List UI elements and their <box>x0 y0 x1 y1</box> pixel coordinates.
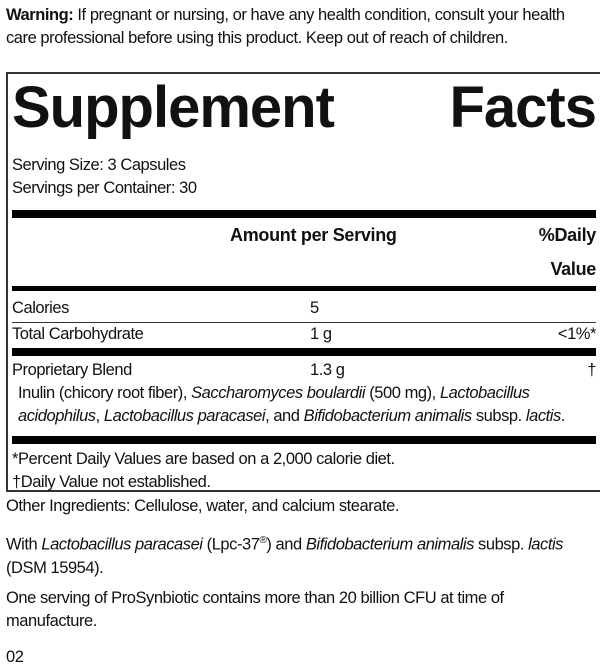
txt: (DSM 15954). <box>6 558 104 577</box>
divider-thick <box>12 210 596 218</box>
ing-text: subsp. <box>471 407 526 425</box>
servings-per-container: Servings per Container: 30 <box>12 179 197 197</box>
nutrient-row: Calories 5 <box>12 297 596 320</box>
ing-text: Inulin (chicory root fiber), <box>18 384 192 402</box>
divider-thick <box>12 436 596 444</box>
header-dv: %Daily Value <box>538 225 597 279</box>
nutrient-amount: 1.3 g <box>310 361 345 379</box>
column-header: Amount per Serving %Daily Value <box>12 218 596 286</box>
nutrient-name: Total Carbohydrate <box>12 325 144 343</box>
supplement-facts-panel: Supplement Facts Serving Size: 3 Capsules… <box>6 72 600 492</box>
strain-note: With Lactobacillus paracasei (Lpc-37®) a… <box>6 529 596 580</box>
txt: ) and <box>266 535 306 554</box>
blend-ingredients: Inulin (chicory root fiber), Saccharomyc… <box>12 382 596 428</box>
txt: (Lpc-37 <box>202 535 260 554</box>
nutrient-amount: 5 <box>310 299 319 317</box>
other-ingredients: Other Ingredients: Cellulose, water, and… <box>6 497 400 515</box>
species: Bifidobacterium animalis <box>305 535 474 554</box>
species: Lactobacillus paracasei <box>41 535 203 554</box>
warning-body: If pregnant or nursing, or have any heal… <box>6 6 565 47</box>
ing-species: Saccharomyces boulardii <box>191 384 366 402</box>
nutrient-name: Proprietary Blend <box>12 361 132 379</box>
ing-species: Lactobacillus paracasei <box>103 407 266 425</box>
nutrient-name: Calories <box>12 299 69 317</box>
species: lactis <box>528 535 563 554</box>
nutrient-dv: <1%* <box>557 325 597 343</box>
panel-title: Supplement Facts <box>12 75 597 142</box>
ing-species: Bifidobacterium animalis <box>303 407 472 425</box>
ing-species: lactis <box>525 407 561 425</box>
title-right: Facts <box>449 75 597 140</box>
footnote-dv: *Percent Daily Values are based on a 2,0… <box>12 450 395 468</box>
nutrient-dv: † <box>587 361 596 379</box>
footnote-dagger: †Daily Value not established. <box>12 473 211 491</box>
ing-text: . <box>560 407 566 425</box>
nutrient-amount: 1 g <box>310 325 332 343</box>
txt: subsp. <box>473 535 529 554</box>
cfu-note: One serving of ProSynbiotic contains mor… <box>6 589 504 630</box>
txt: With <box>6 535 42 554</box>
ing-text: (500 mg), <box>365 384 440 402</box>
divider-thin <box>12 322 596 323</box>
header-amount: Amount per Serving <box>230 225 397 245</box>
nutrient-row: Proprietary Blend 1.3 g † <box>12 359 596 382</box>
title-left: Supplement <box>12 75 335 140</box>
ing-species: Lactobacillus acidophilus <box>18 384 530 425</box>
serving-size: Serving Size: 3 Capsules <box>12 156 186 174</box>
registered-mark: ® <box>259 535 267 546</box>
nutrient-row: Total Carbohydrate 1 g <1%* <box>12 323 596 346</box>
ing-text: , <box>95 407 104 425</box>
warning-text: Warning: If pregnant or nursing, or have… <box>6 4 596 50</box>
page-code: 02 <box>6 648 24 666</box>
divider-thick <box>12 348 596 356</box>
warning-label: Warning: <box>6 6 74 24</box>
divider-medium <box>12 286 596 291</box>
ing-text: , and <box>265 407 304 425</box>
